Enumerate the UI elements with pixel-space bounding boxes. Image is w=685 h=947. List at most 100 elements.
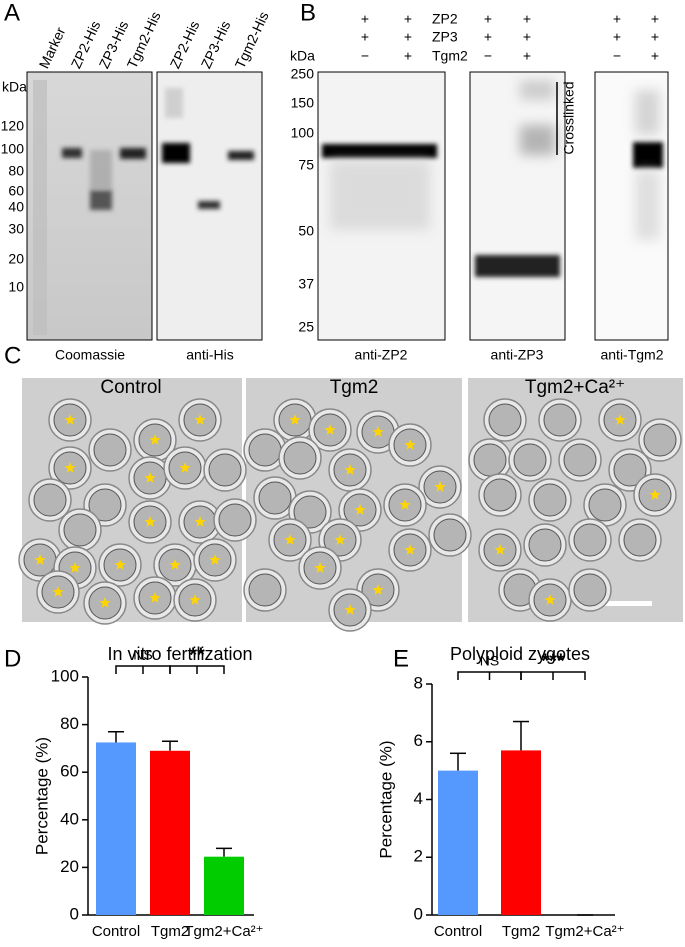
sperm-star: [149, 592, 161, 603]
group-title: Control: [100, 377, 161, 398]
sperm-star: [69, 562, 81, 573]
significance-bracket: [457, 671, 522, 680]
egg: [623, 523, 657, 557]
marker-label: 250: [291, 66, 315, 82]
y-axis-label: Percentage (%): [376, 740, 395, 858]
significance-label: NS: [480, 653, 499, 669]
significance-label: NS: [133, 647, 152, 663]
sperm-star: [64, 462, 76, 473]
row-label: ZP2: [432, 11, 458, 27]
sign: +: [523, 29, 531, 45]
marker-label: 25: [298, 319, 314, 335]
sperm-star: [649, 489, 661, 500]
sign: +: [404, 48, 412, 64]
micrograph-images: [18, 378, 683, 632]
egg: [248, 433, 282, 467]
sign: −: [361, 48, 369, 64]
sign: +: [651, 11, 659, 27]
egg: [248, 573, 282, 607]
sperm-star: [399, 499, 411, 510]
marker-label: 30: [8, 221, 24, 237]
bar: [204, 856, 244, 915]
egg: [588, 488, 622, 522]
x-tick-label: Tgm2: [502, 923, 540, 940]
marker-label: 120: [1, 118, 25, 134]
egg: [543, 403, 577, 437]
sperm-star: [169, 559, 181, 570]
sperm-star: [404, 439, 416, 450]
sperm-star: [114, 559, 126, 570]
egg: [33, 483, 67, 517]
x-tick-label: Tgm2+Ca²⁺: [545, 923, 624, 940]
gel-images: [26, 71, 263, 341]
egg: [473, 443, 507, 477]
sperm-star: [99, 597, 111, 608]
blot-label: anti-ZP2: [355, 347, 408, 363]
marker-label: 20: [8, 251, 24, 267]
lane-label: Tgm2-His: [232, 9, 272, 71]
marker-label: 150: [291, 95, 315, 111]
sperm-star: [544, 594, 556, 605]
significance-bracket: [169, 665, 225, 674]
sperm-star: [334, 534, 346, 545]
sperm-star: [344, 604, 356, 615]
sperm-star: [194, 516, 206, 527]
sign: −: [613, 48, 621, 64]
x-tick-label: Tgm2: [151, 923, 189, 940]
sperm-star: [34, 554, 46, 565]
marker-label: 10: [8, 279, 24, 295]
egg: [218, 503, 252, 537]
egg: [63, 513, 97, 547]
lane-label: ZP3-His: [198, 18, 234, 71]
sperm-star: [434, 481, 446, 492]
sperm-star: [289, 414, 301, 425]
y-tick-label: 80: [60, 714, 79, 733]
egg: [488, 403, 522, 437]
y-axis-label: Percentage (%): [32, 737, 51, 855]
significance-bracket: [115, 665, 171, 674]
panel-label: D: [4, 645, 21, 672]
egg: [293, 495, 327, 529]
sign: +: [361, 29, 369, 45]
sign: +: [404, 11, 412, 27]
y-tick-label: 40: [60, 809, 79, 828]
sperm-star: [404, 544, 416, 555]
egg: [513, 443, 547, 477]
marker-label: 80: [8, 163, 24, 179]
sperm-star: [179, 462, 191, 473]
x-tick-label: Tgm2+Ca²⁺: [184, 923, 263, 940]
y-tick-label: 20: [60, 857, 79, 876]
sign: +: [484, 29, 492, 45]
marker-label: 50: [298, 223, 314, 239]
chart-title: In vitro fertilization: [107, 644, 252, 664]
sign: +: [523, 11, 531, 27]
sperm-star: [354, 504, 366, 515]
y-tick-label: 100: [51, 666, 79, 685]
egg: [563, 443, 597, 477]
marker-label: 100: [291, 125, 315, 141]
sperm-star: [149, 434, 161, 445]
panel-label: E: [393, 645, 409, 672]
y-tick-label: 0: [70, 904, 79, 923]
lane-label: Marker: [36, 24, 69, 71]
sperm-star: [314, 562, 326, 573]
egg: [283, 441, 317, 475]
sperm-star: [372, 584, 384, 595]
y-tick-label: 2: [414, 847, 423, 866]
egg: [93, 433, 127, 467]
bar: [438, 770, 478, 915]
x-tick-label: Control: [434, 923, 482, 940]
significance-label: **: [189, 644, 205, 666]
y-tick-label: 60: [60, 762, 79, 781]
sperm-star: [324, 424, 336, 435]
blot-label: Coomassie: [55, 347, 125, 363]
sperm-star: [209, 554, 221, 565]
panel-label: B: [300, 0, 316, 26]
sperm-star: [189, 594, 201, 605]
y-tick-label: 8: [414, 673, 423, 692]
sperm-star: [64, 414, 76, 425]
sperm-star: [194, 414, 206, 425]
bracket-label: Crosslinked: [561, 81, 577, 154]
group-title: Tgm2+Ca²⁺: [525, 377, 625, 398]
